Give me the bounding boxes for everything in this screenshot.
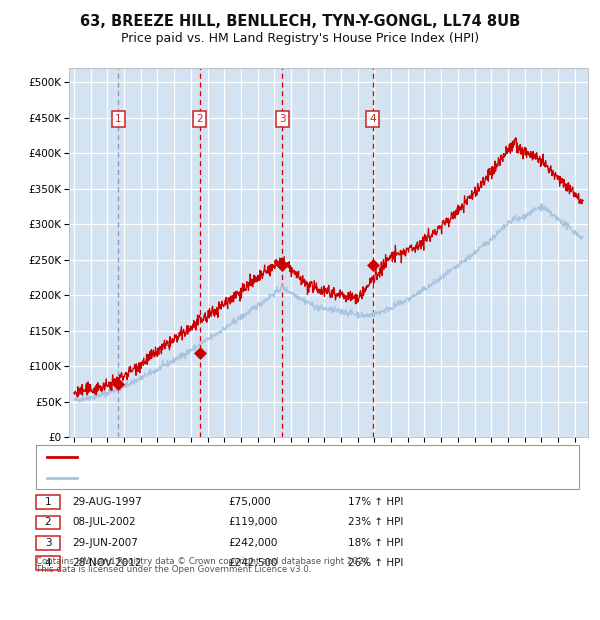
- Text: 63, BREEZE HILL, BENLLECH, TYN-Y-GONGL, LL74 8UB: 63, BREEZE HILL, BENLLECH, TYN-Y-GONGL, …: [80, 14, 520, 29]
- Text: 4: 4: [44, 558, 52, 569]
- Bar: [373, 68, 588, 437]
- Text: Contains HM Land Registry data © Crown copyright and database right 2024.: Contains HM Land Registry data © Crown c…: [36, 557, 371, 566]
- Text: 17% ↑ HPI: 17% ↑ HPI: [348, 497, 403, 507]
- Text: 29-AUG-1997: 29-AUG-1997: [72, 497, 142, 507]
- Bar: [283, 68, 373, 437]
- Text: 3: 3: [279, 114, 286, 124]
- Text: 2: 2: [196, 114, 203, 124]
- Text: 08-JUL-2002: 08-JUL-2002: [72, 517, 136, 528]
- Text: 2: 2: [44, 517, 52, 528]
- Text: HPI: Average price, detached house, Isle of Anglesey: HPI: Average price, detached house, Isle…: [84, 472, 342, 483]
- Text: £119,000: £119,000: [228, 517, 277, 528]
- Text: 1: 1: [115, 114, 122, 124]
- Text: 63, BREEZE HILL, BENLLECH, TYN-Y-GONGL, LL74 8UB (detached house): 63, BREEZE HILL, BENLLECH, TYN-Y-GONGL, …: [84, 453, 437, 463]
- Text: 26% ↑ HPI: 26% ↑ HPI: [348, 558, 403, 569]
- Text: 18% ↑ HPI: 18% ↑ HPI: [348, 538, 403, 548]
- Bar: [118, 68, 200, 437]
- Bar: [200, 68, 283, 437]
- Text: Price paid vs. HM Land Registry's House Price Index (HPI): Price paid vs. HM Land Registry's House …: [121, 32, 479, 45]
- Text: 28-NOV-2012: 28-NOV-2012: [72, 558, 142, 569]
- Text: 4: 4: [370, 114, 376, 124]
- Text: This data is licensed under the Open Government Licence v3.0.: This data is licensed under the Open Gov…: [36, 564, 311, 574]
- Text: £242,500: £242,500: [228, 558, 277, 569]
- Text: £242,000: £242,000: [228, 538, 277, 548]
- Text: £75,000: £75,000: [228, 497, 271, 507]
- Text: 1: 1: [44, 497, 52, 507]
- Text: 29-JUN-2007: 29-JUN-2007: [72, 538, 138, 548]
- Bar: [69, 68, 118, 437]
- Text: 23% ↑ HPI: 23% ↑ HPI: [348, 517, 403, 528]
- Text: 3: 3: [44, 538, 52, 548]
